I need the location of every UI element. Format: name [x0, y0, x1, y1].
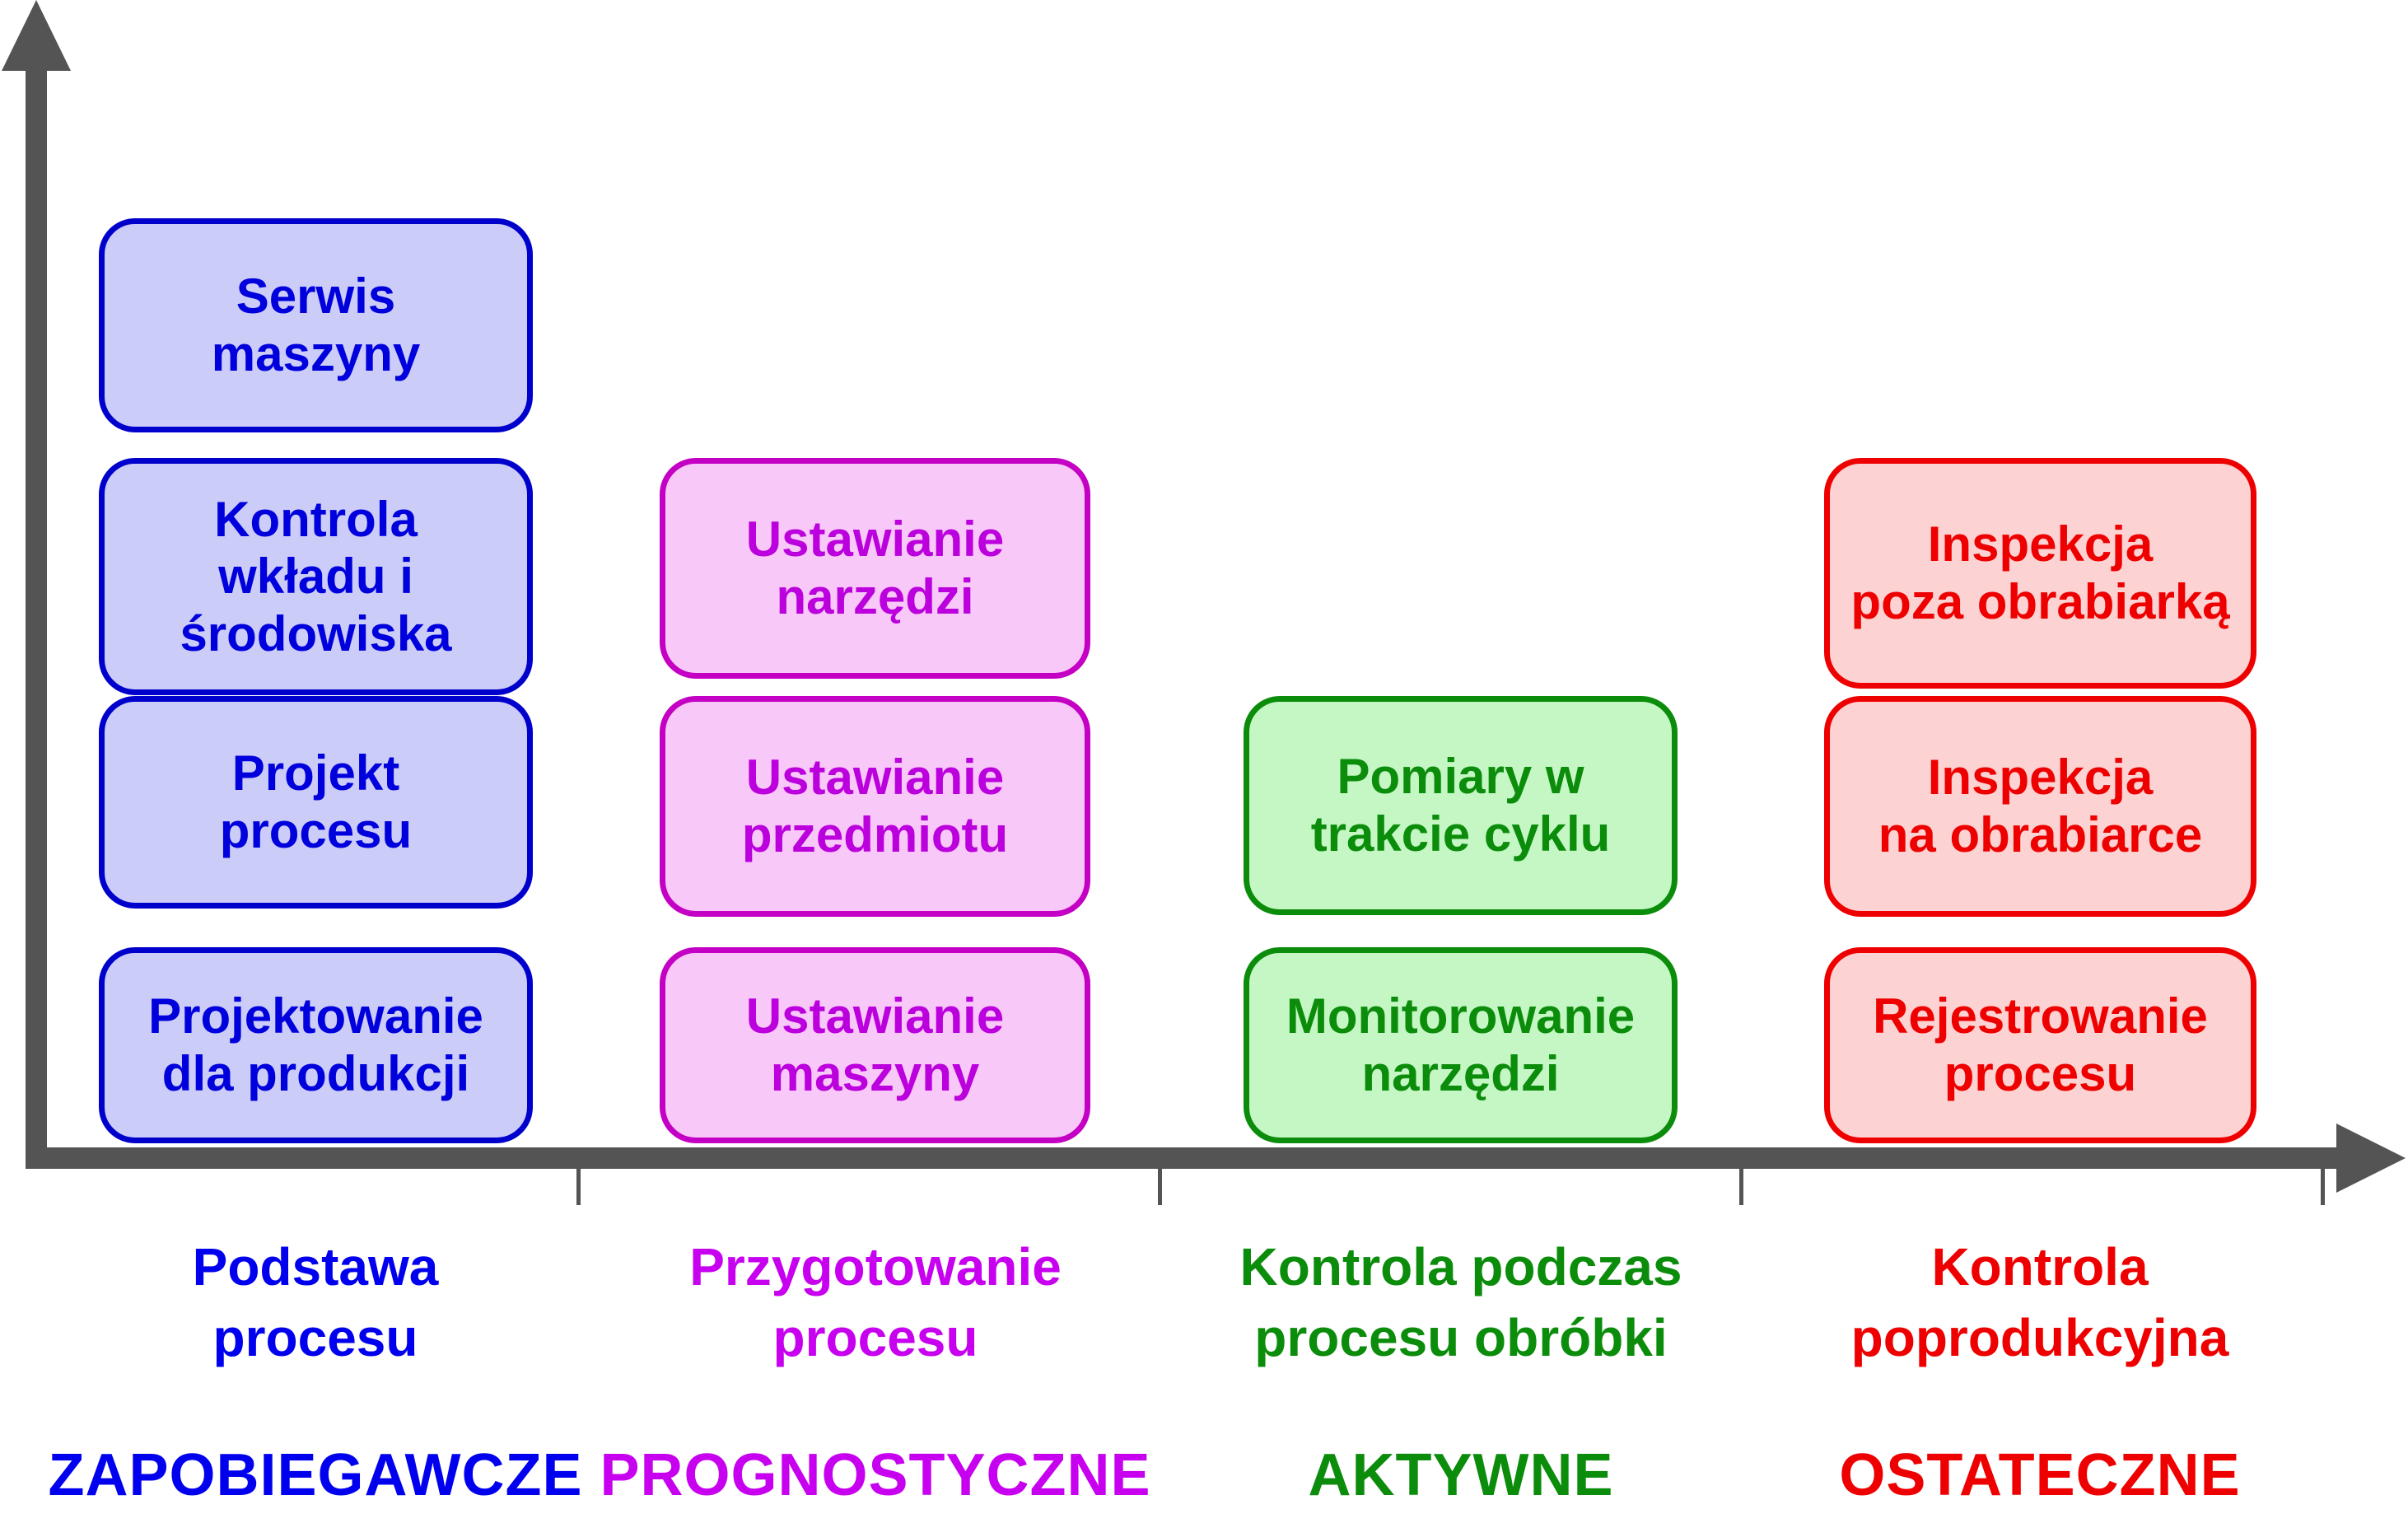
category-label-ostateczne: OSTATECZNE — [1839, 1442, 2241, 1508]
box-text-line: na obrabiarce — [1878, 807, 2203, 862]
column-heading-przygotowanie-procesu: Przygotowanie procesu — [521, 1232, 1230, 1374]
box-text-line: narzędzi — [776, 569, 974, 624]
box-text-line: Serwis — [236, 269, 396, 325]
x-axis-tick — [1158, 1169, 1162, 1205]
box-pomiary-w-trakcie-cyklu: Pomiary w trakcie cyklu — [1244, 696, 1678, 915]
category-label-aktywne: AKTYWNE — [1308, 1442, 1614, 1508]
box-text-line: procesu — [219, 803, 413, 858]
box-projekt-procesu: Projekt procesu — [99, 696, 533, 909]
x-axis-line — [26, 1147, 2338, 1169]
box-projektowanie-dla-produkcji: Projektowanie dla produkcji — [99, 947, 533, 1143]
box-text-line: Monitorowanie — [1286, 988, 1636, 1044]
heading-line: procesu — [772, 1307, 978, 1367]
box-text-line: przedmiotu — [741, 807, 1009, 862]
box-inspekcja-na-obrabiarce: Inspekcja na obrabiarce — [1824, 696, 2256, 917]
x-axis-tick — [1739, 1169, 1743, 1205]
arrow-up-icon — [2, 0, 71, 71]
box-rejestrowanie-procesu: Rejestrowanie procesu — [1824, 947, 2256, 1143]
heading-line: procesu — [212, 1307, 418, 1367]
box-ustawianie-przedmiotu: Ustawianie przedmiotu — [660, 696, 1090, 917]
box-text-line: trakcie cyklu — [1310, 806, 1611, 862]
box-monitorowanie-narzedzi: Monitorowanie narzędzi — [1244, 947, 1678, 1143]
box-text-line: Ustawianie — [745, 512, 1005, 568]
box-text-line: Pomiary w — [1337, 749, 1584, 805]
x-axis-tick — [2321, 1169, 2325, 1205]
box-text-line: Projekt — [231, 745, 400, 801]
box-text-line: poza obrabiarką — [1850, 574, 2230, 629]
column-heading-kontrola-podczas-procesu-obrobki: Kontrola podczas procesu obróbki — [1107, 1232, 1815, 1374]
heading-line: Przygotowanie — [689, 1237, 1062, 1296]
box-kontrola-wkladu-i-srodowiska: Kontrola wkładu i środowiska — [99, 458, 533, 695]
box-text-line: środowiska — [180, 605, 452, 661]
heading-line: Kontrola — [1931, 1237, 2149, 1296]
box-text-line: Rejestrowanie — [1873, 988, 2208, 1044]
box-text-line: Ustawianie — [745, 750, 1005, 806]
box-text-line: Kontrola — [214, 491, 418, 547]
heading-line: Podstawa — [192, 1237, 439, 1296]
box-text-line: dla produkcji — [161, 1046, 470, 1101]
box-text-line: Inspekcja — [1927, 516, 2154, 572]
heading-line: poprodukcyjna — [1850, 1307, 2229, 1367]
arrow-right-icon — [2336, 1124, 2406, 1193]
box-ustawianie-narzedzi: Ustawianie narzędzi — [660, 458, 1090, 679]
box-inspekcja-poza-obrabiarka: Inspekcja poza obrabiarką — [1824, 458, 2256, 689]
category-label-prognostyczne: PROGNOSTYCZNE — [600, 1442, 1151, 1508]
column-heading-kontrola-poprodukcyjna: Kontrola poprodukcyjna — [1686, 1232, 2394, 1374]
box-text-line: Ustawianie — [745, 988, 1005, 1044]
box-serwis-maszyny: Serwis maszyny — [99, 218, 533, 432]
box-text-line: Projektowanie — [148, 988, 483, 1044]
box-text-line: maszyny — [211, 326, 421, 381]
y-axis-line — [26, 64, 47, 1169]
box-text-line: procesu — [1944, 1046, 2137, 1101]
box-text-line: narzędzi — [1361, 1046, 1560, 1101]
box-text-line: maszyny — [770, 1046, 980, 1101]
x-axis-tick — [576, 1169, 581, 1205]
box-text-line: Inspekcja — [1927, 750, 2154, 806]
box-text-line: wkładu i — [218, 549, 413, 605]
column-heading-podstawa-procesu: Podstawa procesu — [0, 1232, 670, 1374]
box-ustawianie-maszyny: Ustawianie maszyny — [660, 947, 1090, 1143]
heading-line: Kontrola podczas — [1239, 1237, 1682, 1296]
heading-line: procesu obróbki — [1254, 1307, 1668, 1367]
category-label-zapobiegawcze: ZAPOBIEGAWCZE — [48, 1442, 583, 1508]
